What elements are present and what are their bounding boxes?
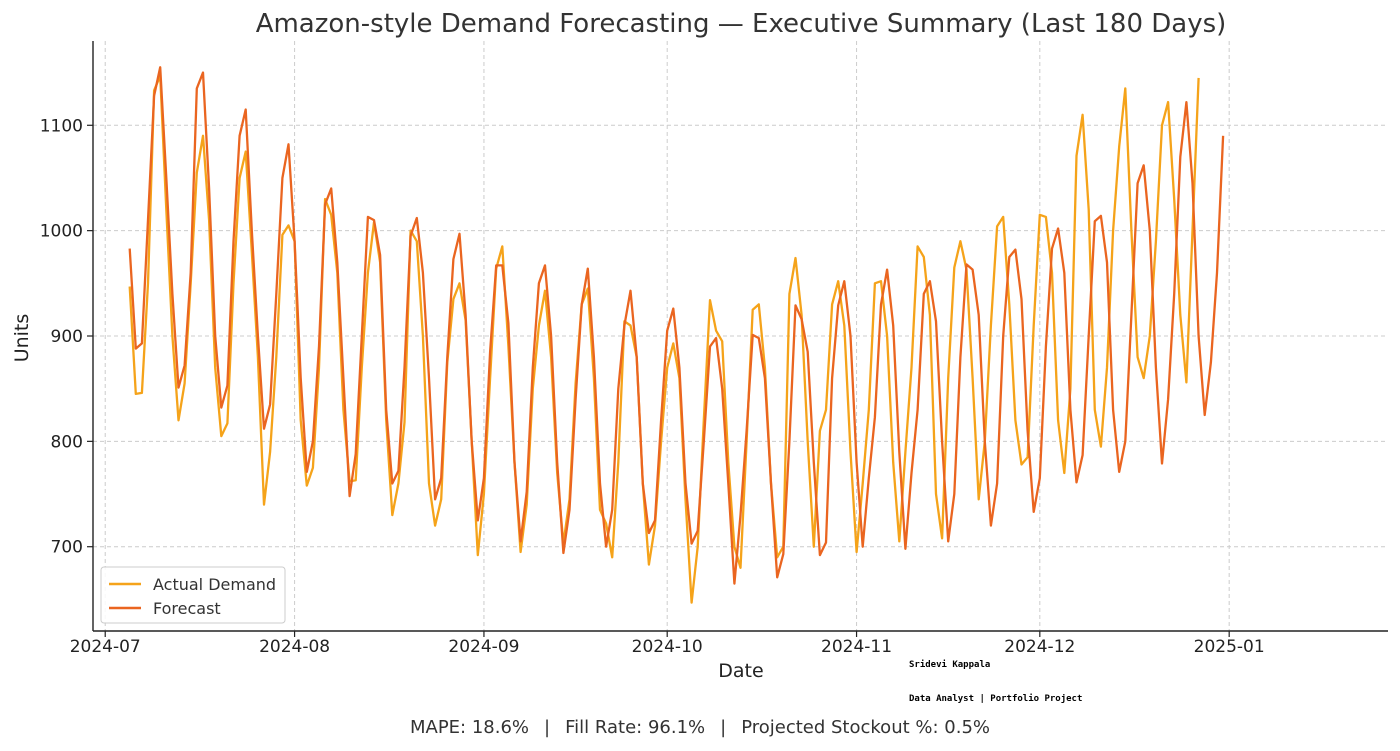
kpi-fill-rate: Fill Rate: 96.1% bbox=[565, 717, 706, 738]
kpi-separator: | bbox=[544, 717, 551, 738]
grid bbox=[93, 41, 1388, 631]
author-role: Data Analyst | Portfolio Project bbox=[909, 694, 1083, 704]
series-lines bbox=[128, 66, 1225, 604]
legend-label-forecast: Forecast bbox=[153, 599, 221, 618]
author-name: Sridevi Kappala bbox=[909, 660, 991, 670]
x-tick-label: 2025-01 bbox=[1194, 637, 1265, 657]
legend: Actual Demand Forecast bbox=[100, 566, 286, 624]
x-tick-label: 2024-08 bbox=[259, 637, 330, 657]
x-tick-label: 2024-11 bbox=[821, 637, 892, 657]
x-tick-label: 2024-12 bbox=[1004, 637, 1075, 657]
y-tick-label: 1000 bbox=[40, 222, 83, 242]
tick-labels: 2024-07 2024-08 2024-09 2024-10 2024-11 2024-… bbox=[40, 116, 1265, 657]
x-tick-label: 2024-09 bbox=[448, 637, 519, 657]
x-tick-label: 2024-10 bbox=[632, 637, 703, 657]
legend-label-actual: Actual Demand bbox=[153, 575, 276, 594]
kpi-mape: MAPE: 18.6% bbox=[409, 717, 530, 738]
series-line-forecast bbox=[128, 66, 1225, 585]
x-axis-label: Date bbox=[718, 660, 763, 682]
x-tick-label: 2024-07 bbox=[70, 637, 141, 657]
y-axis-label: Units bbox=[11, 314, 33, 363]
y-tick-label: 800 bbox=[51, 432, 83, 452]
kpi-footer: MAPE: 18.6% | Fill Rate: 96.1% | Projected S… bbox=[0, 717, 1400, 738]
y-tick-label: 700 bbox=[51, 538, 83, 558]
y-tick-label: 1100 bbox=[40, 116, 83, 136]
axes bbox=[87, 41, 1388, 637]
kpi-separator: | bbox=[720, 717, 727, 738]
chart-title: Amazon-style Demand Forecasting — Execut… bbox=[256, 9, 1227, 39]
series-line-actual-demand bbox=[128, 74, 1200, 604]
y-tick-label: 900 bbox=[51, 327, 83, 347]
kpi-stockout: Projected Stockout %: 0.5% bbox=[741, 717, 991, 738]
legend-box bbox=[100, 566, 286, 624]
